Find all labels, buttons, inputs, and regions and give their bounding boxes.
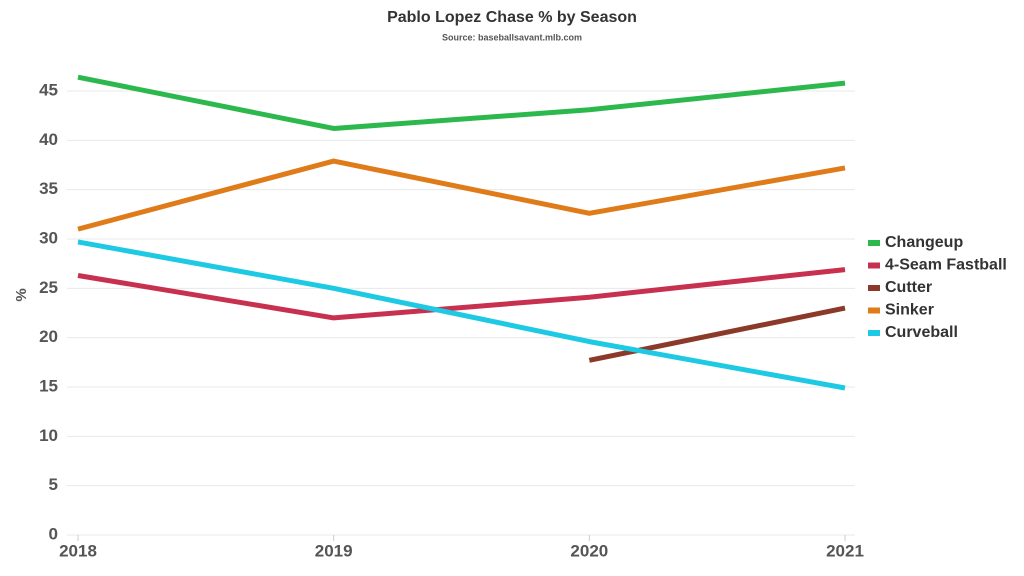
legend-swatch xyxy=(868,262,880,269)
series-line xyxy=(77,239,846,391)
y-tick-label: 10 xyxy=(39,426,58,445)
y-tick-label: 30 xyxy=(39,228,58,247)
y-tick-label: 15 xyxy=(39,376,58,395)
series-line xyxy=(77,74,846,131)
legend-label: 4-Seam Fastball xyxy=(885,257,1007,274)
legend-swatch xyxy=(868,240,880,246)
chart-subtitle: Source: baseballsavant.mlb.com xyxy=(442,32,582,42)
y-tick-label: 35 xyxy=(39,179,58,198)
series-line xyxy=(77,267,846,321)
y-tick-label: 0 xyxy=(49,524,58,543)
y-tick-label: 5 xyxy=(49,475,58,494)
y-tick-label: 45 xyxy=(39,80,58,99)
chart-title: Pablo Lopez Chase % by Season xyxy=(387,9,637,26)
y-tick-label: 40 xyxy=(39,130,58,149)
series-line xyxy=(77,158,846,232)
x-tick-label: 2019 xyxy=(315,541,353,560)
y-tick-label: 25 xyxy=(39,278,58,297)
legend-swatch xyxy=(868,307,880,314)
x-tick-label: 2020 xyxy=(570,541,608,560)
legend-label: Changeup xyxy=(885,234,963,251)
legend-swatch xyxy=(868,285,880,291)
legend-swatch xyxy=(868,330,880,336)
legend-label: Curveball xyxy=(885,324,958,341)
series-line xyxy=(588,305,846,363)
legend-label: Cutter xyxy=(885,279,932,296)
y-tick-label: 20 xyxy=(39,327,58,346)
x-tick-label: 2021 xyxy=(826,541,864,560)
y-axis-label: % xyxy=(13,288,30,301)
legend-label: Sinker xyxy=(885,302,934,319)
x-tick-label: 2018 xyxy=(59,541,97,560)
